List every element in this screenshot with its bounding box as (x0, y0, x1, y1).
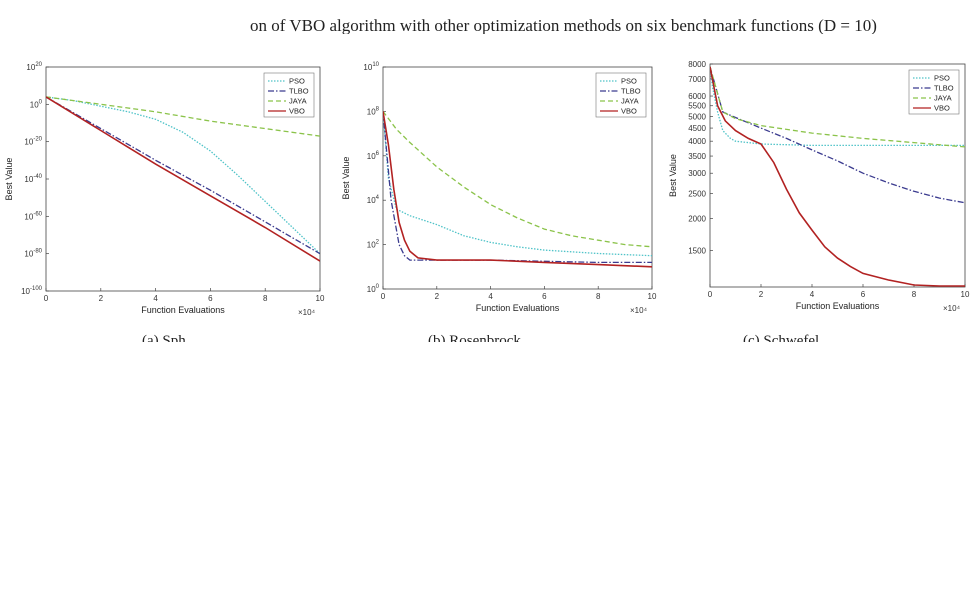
series-line-pso (46, 96, 320, 255)
series-line-vbo (46, 96, 320, 262)
y-axis-label: Best Value (341, 157, 351, 200)
legend-label-jaya: JAYA (289, 97, 307, 106)
x-tick-label: 2 (99, 294, 104, 303)
series-line-pso (710, 66, 965, 147)
x-tick-label: 0 (44, 294, 49, 303)
legend-box (263, 72, 315, 118)
y-tick-label: 5500 (688, 102, 706, 111)
y-tick-label: 3500 (688, 152, 706, 161)
y-tick-label: 4500 (688, 124, 706, 133)
y-tick-label: 106 (367, 151, 380, 161)
x-tick-label: 6 (208, 294, 213, 303)
y-tick-label: 6000 (688, 92, 706, 101)
y-tick-label: 10-20 (24, 137, 42, 147)
legend-label-vbo: VBO (934, 104, 950, 113)
x-axis-label: Function Evaluations (476, 303, 560, 313)
legend-label-tlbo: TLBO (934, 84, 954, 93)
y-tick-label: 5000 (688, 112, 706, 121)
legend-label-tlbo: TLBO (289, 87, 309, 96)
y-tick-label: 3000 (688, 169, 706, 178)
series-line-vbo (383, 111, 652, 268)
figure-caption-top: on of VBO algorithm with other optimizat… (250, 16, 877, 34)
legend-label-pso: PSO (621, 77, 637, 86)
y-tick-label: 10-80 (24, 249, 42, 259)
y-tick-label: 10-100 (21, 286, 43, 296)
legend-box (908, 69, 960, 115)
plot-frame (382, 66, 653, 290)
legend-label-pso: PSO (934, 74, 950, 83)
x-tick-label: 8 (912, 290, 917, 299)
y-tick-label: 108 (367, 106, 380, 116)
sub-caption-3: (c) Schwefel (743, 333, 819, 349)
x-tick-label: 4 (153, 294, 158, 303)
chart-panel-1: 0 2 4 6 8 10×10⁴ 1020 100 10-20 10-40 10-60 10-80 10… (4, 62, 325, 317)
legend-label-jaya: JAYA (621, 97, 639, 106)
series-line-tlbo (710, 66, 965, 204)
series-line-jaya (710, 66, 965, 148)
x-tick-label: 10 (316, 294, 325, 303)
series-line-tlbo (383, 111, 652, 264)
y-tick-label: 4000 (688, 137, 706, 146)
x-tick-label: 10 (648, 292, 657, 301)
x-tick-label: 2 (759, 290, 764, 299)
y-tick-label: 2000 (688, 214, 706, 223)
x-multiplier-label: ×10⁴ (943, 304, 961, 313)
x-tick-label: 0 (708, 290, 713, 299)
y-tick-label: 100 (30, 99, 43, 109)
sub-caption-1: (a) Sph (142, 333, 186, 349)
y-tick-label: 102 (367, 240, 380, 250)
x-tick-label: 8 (263, 294, 268, 303)
y-tick-label: 10-40 (24, 174, 42, 184)
y-tick-label: 7000 (688, 75, 706, 84)
x-tick-label: 10 (961, 290, 970, 299)
legend-box (595, 72, 647, 118)
series-line-jaya (46, 96, 320, 137)
x-tick-label: 8 (596, 292, 601, 301)
x-axis-label: Function Evaluations (141, 305, 225, 315)
legend-label-pso: PSO (289, 77, 305, 86)
x-tick-label: 6 (861, 290, 866, 299)
x-tick-label: 6 (542, 292, 547, 301)
y-tick-label: 100 (367, 284, 380, 294)
chart-panel-2: 0 2 4 6 8 10×10⁴ 1010 108 106 104 102 100 Function E… (341, 62, 657, 315)
legend-label-tlbo: TLBO (621, 87, 641, 96)
y-axis-label: Best Value (668, 154, 678, 197)
y-tick-label: 1020 (26, 62, 42, 72)
x-tick-label: 4 (810, 290, 815, 299)
series-line-tlbo (46, 96, 320, 255)
series-line-jaya (383, 111, 652, 248)
y-tick-label: 104 (367, 195, 380, 205)
y-tick-label: 10-60 (24, 211, 42, 221)
legend-label-vbo: VBO (289, 107, 305, 116)
x-tick-label: 0 (381, 292, 386, 301)
legend-label-vbo: VBO (621, 107, 637, 116)
plot-frame (709, 63, 966, 288)
x-multiplier-label: ×10⁴ (298, 308, 316, 317)
x-axis-label: Function Evaluations (796, 301, 880, 311)
y-tick-label: 8000 (688, 60, 706, 69)
x-tick-label: 4 (488, 292, 493, 301)
y-tick-label: 1500 (688, 246, 706, 255)
y-tick-label: 1010 (363, 62, 379, 72)
series-line-pso (383, 111, 652, 257)
sub-caption-2: (b) Rosenbrock (428, 333, 521, 349)
x-tick-label: 2 (435, 292, 440, 301)
x-multiplier-label: ×10⁴ (630, 306, 648, 315)
series-line-vbo (710, 66, 965, 287)
sub-captions: (a) Sph (b) Rosenbrock (c) Schwefel (142, 333, 819, 349)
y-axis-label: Best Value (4, 158, 14, 201)
y-tick-label: 2500 (688, 190, 706, 199)
legend-label-jaya: JAYA (934, 94, 952, 103)
